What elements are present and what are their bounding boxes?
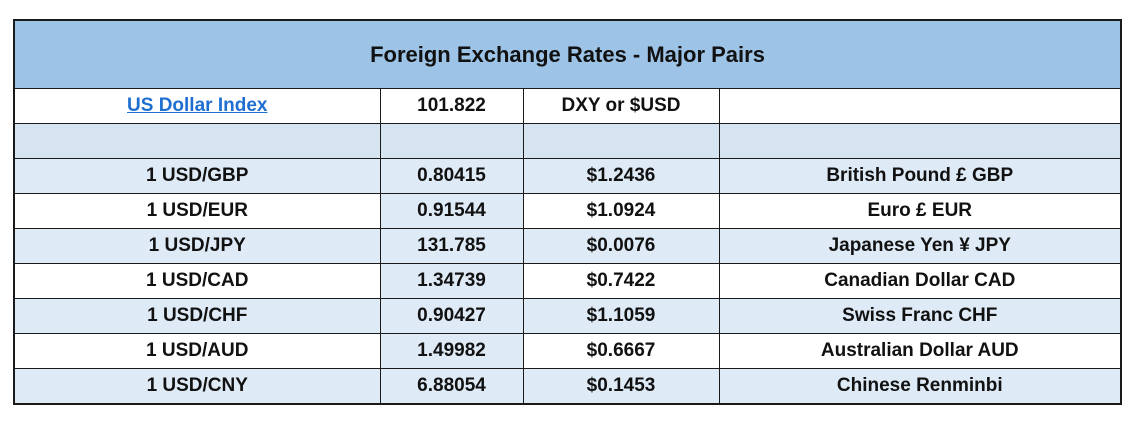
currency-name-cell: Canadian Dollar CAD bbox=[718, 263, 1123, 299]
spacer-cell bbox=[379, 123, 524, 159]
spacer-row bbox=[13, 123, 1123, 159]
table-title-row: Foreign Exchange Rates - Major Pairs bbox=[12, 19, 1123, 89]
currency-name-cell: Australian Dollar AUD bbox=[718, 333, 1123, 369]
pair-cell: 1 USD/AUD bbox=[13, 333, 381, 369]
rate-cell: 1.49982 bbox=[379, 333, 524, 369]
rate-cell: 0.80415 bbox=[379, 158, 524, 194]
usd-value-cell: $0.1453 bbox=[522, 368, 720, 405]
currency-name-cell: Chinese Renminbi bbox=[718, 368, 1123, 405]
table-row: 1 USD/CAD 1.34739 $0.7422 Canadian Dolla… bbox=[13, 263, 1123, 299]
dollar-index-row: US Dollar Index 101.822 DXY or $USD bbox=[13, 88, 1123, 124]
pair-cell: 1 USD/EUR bbox=[13, 193, 381, 229]
rate-cell: 1.34739 bbox=[379, 263, 524, 299]
spacer-cell bbox=[718, 123, 1123, 159]
spacer-cell bbox=[522, 123, 720, 159]
pair-cell: 1 USD/JPY bbox=[13, 228, 381, 264]
dollar-index-symbol: DXY or $USD bbox=[522, 88, 720, 124]
currency-name-cell: Japanese Yen ¥ JPY bbox=[718, 228, 1123, 264]
dollar-index-value: 101.822 bbox=[379, 88, 524, 124]
dollar-index-cell: US Dollar Index bbox=[13, 88, 381, 124]
usd-value-cell: $0.6667 bbox=[522, 333, 720, 369]
pair-cell: 1 USD/CNY bbox=[13, 368, 381, 405]
table-row: 1 USD/CHF 0.90427 $1.1059 Swiss Franc CH… bbox=[13, 298, 1123, 334]
currency-name-cell: British Pound £ GBP bbox=[718, 158, 1123, 194]
spacer-cell bbox=[13, 123, 381, 159]
usd-value-cell: $1.1059 bbox=[522, 298, 720, 334]
usd-value-cell: $0.7422 bbox=[522, 263, 720, 299]
dollar-index-note bbox=[718, 88, 1123, 124]
rate-cell: 0.91544 bbox=[379, 193, 524, 229]
rate-cell: 0.90427 bbox=[379, 298, 524, 334]
dollar-index-link[interactable]: US Dollar Index bbox=[127, 95, 268, 116]
rate-cell: 6.88054 bbox=[379, 368, 524, 405]
fx-rates-table: Foreign Exchange Rates - Major Pairs US … bbox=[12, 19, 1123, 405]
rate-cell: 131.785 bbox=[379, 228, 524, 264]
table-row: 1 USD/CNY 6.88054 $0.1453 Chinese Renmin… bbox=[13, 368, 1123, 405]
pair-cell: 1 USD/CHF bbox=[13, 298, 381, 334]
table-row: 1 USD/EUR 0.91544 $1.0924 Euro £ EUR bbox=[13, 193, 1123, 229]
usd-value-cell: $1.2436 bbox=[522, 158, 720, 194]
currency-name-cell: Euro £ EUR bbox=[718, 193, 1123, 229]
pair-cell: 1 USD/CAD bbox=[13, 263, 381, 299]
table-title: Foreign Exchange Rates - Major Pairs bbox=[12, 19, 1123, 89]
table-row: 1 USD/JPY 131.785 $0.0076 Japanese Yen ¥… bbox=[13, 228, 1123, 264]
usd-value-cell: $0.0076 bbox=[522, 228, 720, 264]
table-row: 1 USD/AUD 1.49982 $0.6667 Australian Dol… bbox=[13, 333, 1123, 369]
pair-cell: 1 USD/GBP bbox=[13, 158, 381, 194]
table-row: 1 USD/GBP 0.80415 $1.2436 British Pound … bbox=[13, 158, 1123, 194]
currency-name-cell: Swiss Franc CHF bbox=[718, 298, 1123, 334]
usd-value-cell: $1.0924 bbox=[522, 193, 720, 229]
